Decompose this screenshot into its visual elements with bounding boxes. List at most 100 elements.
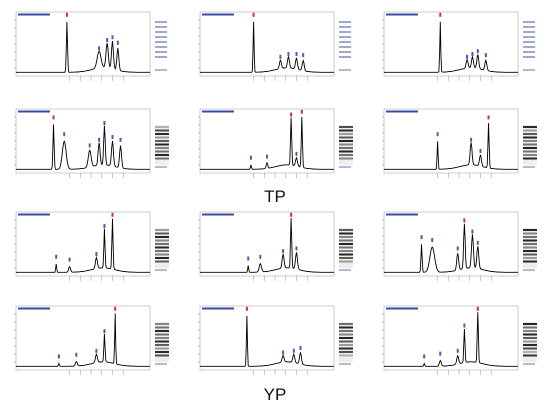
- panel-header: [18, 110, 50, 113]
- panel-header: [18, 13, 50, 16]
- gel-band: [155, 136, 169, 139]
- gel-band: [339, 253, 353, 256]
- gel-band: [523, 147, 537, 149]
- gel-band: [523, 354, 537, 357]
- gel-band: [523, 340, 537, 343]
- gel-band: [339, 140, 353, 142]
- gel-band: [155, 140, 169, 142]
- plot-frame: [383, 305, 519, 371]
- gel-band: [155, 337, 169, 339]
- peak-label: [95, 348, 98, 353]
- peak-label: [279, 54, 282, 59]
- panel-header: [202, 213, 234, 216]
- panel: [14, 11, 167, 81]
- gel-band: [155, 323, 169, 325]
- peak-label: [282, 350, 285, 355]
- gel-band: [339, 257, 353, 259]
- peak-label: [295, 151, 298, 156]
- panel: [14, 305, 169, 375]
- gel-band: [523, 257, 537, 259]
- peak-label: [116, 40, 119, 45]
- gel-band: [339, 150, 353, 153]
- peak-label: [106, 38, 109, 42]
- peak-label: [423, 354, 426, 359]
- gel-band: [155, 260, 169, 263]
- gel-band: [523, 260, 537, 263]
- peak-label: [292, 348, 295, 353]
- panels: [14, 11, 537, 375]
- panel: [14, 211, 169, 281]
- peak-label: [245, 306, 248, 311]
- peak-label: [259, 254, 262, 259]
- plot-frame: [199, 305, 335, 371]
- peak-label: [98, 46, 101, 51]
- peak-label: [252, 12, 255, 17]
- gel-band: [339, 340, 353, 343]
- gel-band: [339, 154, 353, 156]
- panel-header: [202, 110, 234, 113]
- gel-band: [155, 129, 169, 132]
- panel: [382, 11, 535, 81]
- peak-label: [111, 212, 114, 217]
- gel-band: [339, 143, 353, 146]
- gel-band: [155, 239, 169, 242]
- gel-band: [523, 253, 537, 256]
- gel-band: [523, 330, 537, 332]
- peak-label: [295, 52, 298, 56]
- gel-lane: [523, 322, 537, 362]
- peak-label: [479, 149, 482, 153]
- plot-frame: [383, 211, 519, 277]
- gel-band: [155, 250, 169, 252]
- peak-label: [463, 323, 466, 328]
- panel: [14, 108, 169, 178]
- gel-band: [155, 253, 169, 256]
- peak-label: [439, 12, 442, 17]
- gel-band: [523, 250, 537, 252]
- gel-band: [155, 354, 169, 357]
- peak-label: [487, 115, 490, 120]
- panel-header: [386, 213, 418, 216]
- plot-frame: [383, 11, 519, 77]
- panel-header: [18, 213, 50, 216]
- plot-frame: [15, 211, 151, 277]
- peak-label: [88, 143, 91, 148]
- plot-frame: [15, 11, 151, 77]
- gel-band: [339, 229, 353, 231]
- gel-band: [523, 154, 537, 156]
- peak-label: [98, 137, 101, 142]
- peak-label: [52, 115, 55, 120]
- trace: [16, 313, 150, 367]
- peak-label: [470, 137, 473, 142]
- peak-label: [103, 121, 106, 125]
- peak-label: [436, 132, 439, 137]
- gel-band: [339, 330, 353, 332]
- peak-label: [471, 52, 474, 56]
- panel-header: [386, 110, 418, 113]
- peak-label: [114, 306, 117, 311]
- trace: [200, 116, 334, 170]
- peak-label: [103, 224, 106, 228]
- peak-label: [55, 254, 58, 259]
- gel-band: [155, 333, 169, 336]
- peak-label: [119, 137, 122, 142]
- panel: [382, 108, 537, 178]
- panel: [198, 11, 351, 81]
- gel-band: [523, 344, 537, 346]
- peak-label: [249, 155, 252, 160]
- gel-band: [523, 157, 537, 160]
- gel-band: [339, 323, 353, 325]
- panel: [382, 211, 537, 281]
- gel-band: [155, 133, 169, 135]
- peak-label: [75, 352, 78, 357]
- peak-label: [476, 49, 479, 54]
- gel-band: [523, 326, 537, 329]
- gel-band: [523, 232, 537, 235]
- peak-label: [476, 306, 479, 311]
- gel-band: [339, 260, 353, 263]
- plot-frame: [199, 211, 335, 277]
- gel-band: [339, 236, 353, 238]
- peak-label: [299, 346, 302, 350]
- gel-band: [339, 344, 353, 346]
- gel-band: [339, 250, 353, 252]
